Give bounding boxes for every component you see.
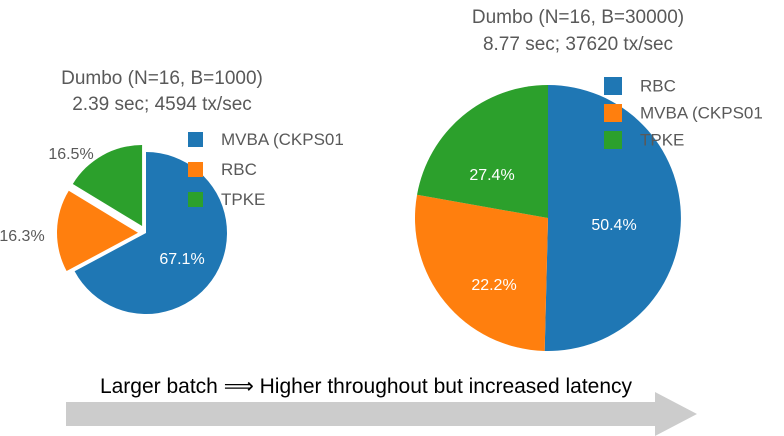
legend-swatch <box>188 162 203 177</box>
chart-title: Dumbo (N=16, B=30000) <box>472 7 684 28</box>
legend-swatch <box>604 131 622 149</box>
pie-slice-rbc <box>544 85 681 351</box>
legend-label: TPKE <box>640 130 684 149</box>
legend-label: RBC <box>221 160 257 179</box>
slice-percent-label: 50.4% <box>591 217 636 234</box>
legend: MVBA (CKPS01 RBC TPKE <box>188 130 344 209</box>
slice-percent-label: 16.3% <box>0 228 45 245</box>
pie-slice-mvba-ckps01 <box>414 194 548 351</box>
legend-swatch <box>604 104 622 122</box>
pie-slice-tpke <box>417 84 548 218</box>
legend-label: MVBA (CKPS01 <box>221 130 344 149</box>
pie-chart-small-batch: Dumbo (N=16, B=1000) 2.39 sec; 4594 tx/s… <box>0 68 344 314</box>
chart-subtitle: 2.39 sec; 4594 tx/sec <box>72 94 252 115</box>
caption-text: Larger batch ⟹ Higher throughout but inc… <box>100 375 633 398</box>
slice-percent-label: 22.2% <box>471 277 516 294</box>
legend-swatch <box>604 77 622 95</box>
pie-chart-large-batch: Dumbo (N=16, B=30000) 8.77 sec; 37620 tx… <box>414 7 763 351</box>
pie-labels: 50.4% 27.4% 22.2% <box>469 167 636 294</box>
pie-slice-tpke <box>72 145 143 227</box>
pie-slice-rbc <box>57 190 138 272</box>
pie-slices <box>414 84 681 351</box>
legend-swatch <box>188 132 203 147</box>
legend-label: MVBA (CKPS01 <box>640 103 763 122</box>
chart-subtitle: 8.77 sec; 37620 tx/sec <box>483 34 673 55</box>
legend-label: TPKE <box>221 190 265 209</box>
progress-arrow-icon <box>66 392 697 436</box>
legend: RBC MVBA (CKPS01 TPKE <box>604 76 763 149</box>
slice-percent-label: 16.5% <box>48 146 93 163</box>
slice-percent-label: 27.4% <box>469 167 514 184</box>
legend-label: RBC <box>640 76 676 95</box>
pie-labels: 67.1% 16.5% 16.3% <box>0 146 205 268</box>
chart-title: Dumbo (N=16, B=1000) <box>61 68 263 89</box>
slice-percent-label: 67.1% <box>159 251 204 268</box>
legend-swatch <box>188 192 203 207</box>
